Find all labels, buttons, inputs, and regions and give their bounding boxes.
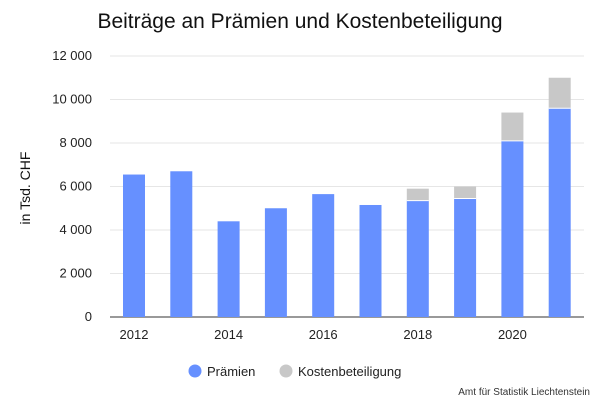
y-axis-label: in Tsd. CHF (17, 152, 33, 225)
y-tick-label: 8 000 (59, 135, 92, 150)
bar-praemien (312, 194, 335, 317)
x-tick-label: 2020 (498, 327, 527, 342)
bar-praemien (359, 204, 382, 317)
legend-label: Prämien (207, 364, 255, 379)
bar-praemien (454, 198, 477, 317)
bars (123, 77, 571, 317)
y-tick-label: 2 000 (59, 266, 92, 281)
bar-kostenbeteiligung (406, 188, 429, 201)
y-tick-label: 10 000 (52, 92, 92, 107)
chart-title: Beiträge an Prämien und Kostenbeteiligun… (97, 10, 502, 33)
y-tick-label: 6 000 (59, 179, 92, 194)
x-tick-label: 2012 (120, 327, 149, 342)
x-tick-label: 2014 (214, 327, 243, 342)
bar-kostenbeteiligung (454, 186, 477, 199)
x-tick-label: 2018 (403, 327, 432, 342)
legend-label: Kostenbeteiligung (298, 364, 401, 379)
bar-kostenbeteiligung (548, 77, 571, 109)
legend-swatch (279, 364, 293, 378)
bar-praemien (406, 200, 429, 317)
bar-kostenbeteiligung (501, 112, 524, 141)
source-note: Amt für Statistik Liechtenstein (458, 387, 590, 398)
bar-praemien (548, 108, 571, 317)
legend-swatch (188, 364, 202, 378)
legend: Prämien Kostenbeteiligung (188, 364, 401, 379)
x-tick-label: 2016 (309, 327, 338, 342)
bar-praemien (217, 221, 240, 317)
x-axis-ticks: 2012 2014 2016 2018 2020 (120, 327, 527, 342)
bar-praemien (123, 174, 145, 317)
y-tick-label: 4 000 (59, 222, 92, 237)
bar-praemien (264, 208, 287, 317)
bar-praemien (170, 171, 193, 317)
y-axis-ticks: 0 2 000 4 000 6 000 8 000 10 000 12 000 (52, 48, 92, 324)
y-tick-label: 12 000 (52, 48, 92, 63)
y-tick-label: 0 (85, 309, 92, 324)
bar-praemien (501, 140, 524, 317)
